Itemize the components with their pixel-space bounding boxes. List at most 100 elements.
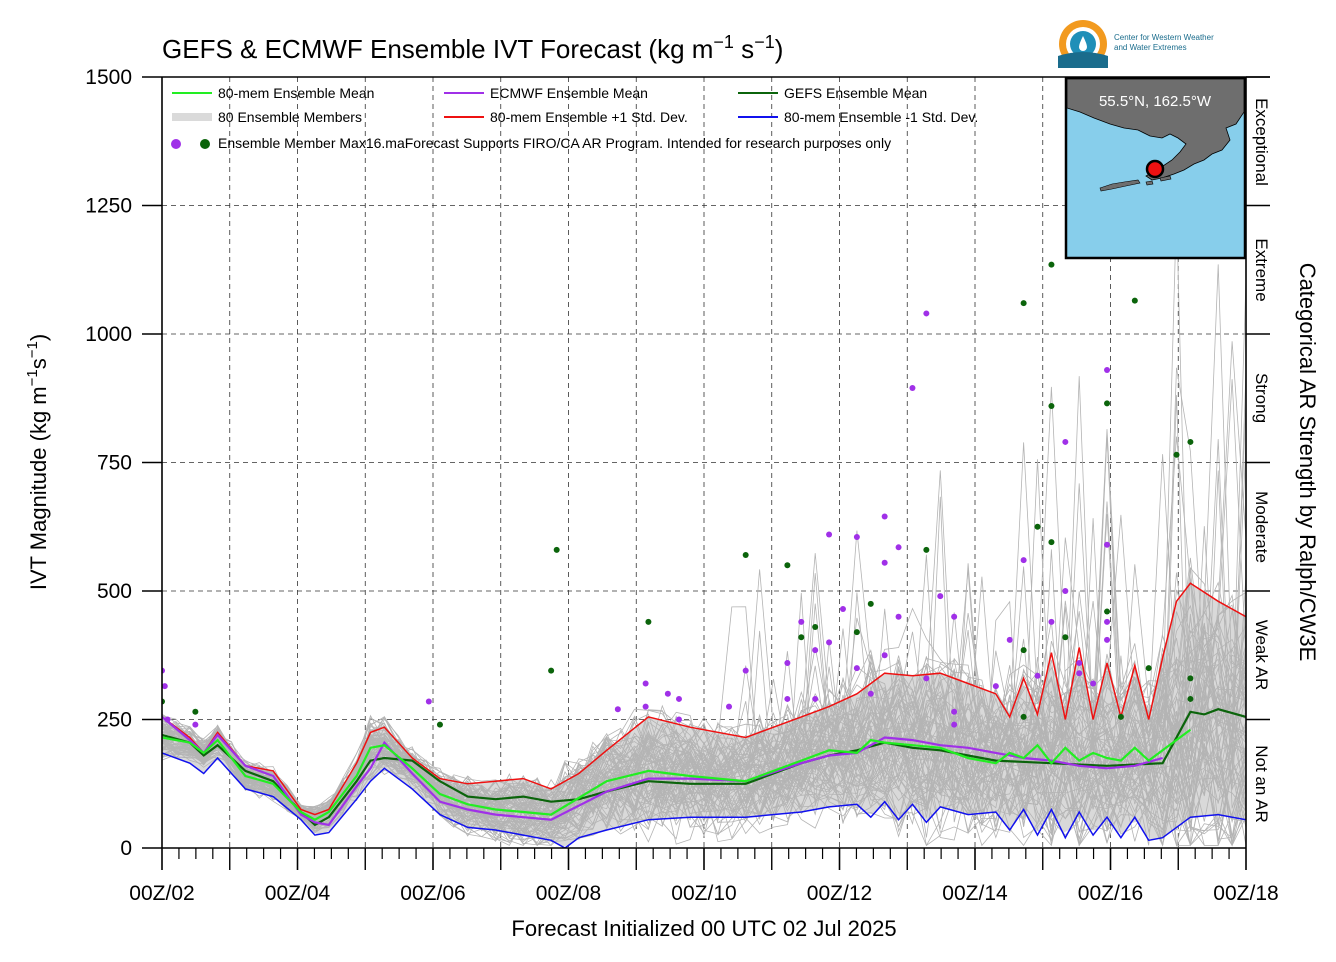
gefs-member-max-dot xyxy=(1187,675,1194,682)
location-marker xyxy=(1145,159,1165,179)
inset-island-chain xyxy=(1099,175,1172,192)
ecmwf-member-max-dot xyxy=(1048,618,1055,625)
ecmwf-member-max-dot xyxy=(895,613,902,620)
y-tick-label: 250 xyxy=(97,709,132,732)
y-axis-ticks: 0 250 500 750 1000 1250 1500 xyxy=(85,66,162,860)
ecmwf-member-max-dot xyxy=(812,695,819,702)
ecmwf-member-max-dot xyxy=(951,708,958,715)
legend-plus1: 80-mem Ensemble +1 Std. Dev. xyxy=(490,109,688,125)
ecmwf-member-max-dot xyxy=(881,652,888,659)
x-tick-label: 00Z/08 xyxy=(536,882,601,905)
ensemble-member-line xyxy=(162,625,1246,815)
series-line-mean80 xyxy=(162,728,1192,821)
gefs-member-max-dot xyxy=(1062,634,1069,641)
gefs-member-max-dot xyxy=(548,667,555,674)
member-max-dots xyxy=(162,261,1194,728)
category-exceptional: Exceptional xyxy=(1252,98,1271,186)
ecmwf-member-max-dot xyxy=(992,683,999,690)
gefs-member-max-dot xyxy=(923,546,930,553)
category-ticks xyxy=(1246,76,1270,721)
ensemble-member-line xyxy=(162,429,1246,812)
legend-swatch-members xyxy=(172,113,212,121)
ensemble-member-line xyxy=(162,569,1246,817)
ecmwf-member-max-dot xyxy=(826,639,833,646)
category-strong: Strong xyxy=(1252,373,1271,423)
ecmwf-member-max-dot xyxy=(867,690,874,697)
ecmwf-member-max-dot xyxy=(951,613,958,620)
legend-members: 80 Ensemble Members xyxy=(218,109,362,125)
ecmwf-member-max-dot xyxy=(853,665,860,672)
logo-text-line2: and Water Extremes xyxy=(1114,43,1187,52)
gefs-member-max-dot xyxy=(436,721,443,728)
series-line-minus1 xyxy=(162,752,1246,848)
gefs-member-max-dot xyxy=(1048,261,1055,268)
gefs-member-max-dot xyxy=(784,562,791,569)
ecmwf-member-max-dot xyxy=(909,384,916,391)
x-tick-label: 00Z/14 xyxy=(942,882,1008,905)
ecmwf-member-max-dot xyxy=(675,695,682,702)
y-tick-label: 750 xyxy=(97,452,132,475)
ecmwf-member-max-dot xyxy=(798,618,805,625)
x-tick-label: 00Z/16 xyxy=(1078,882,1143,905)
ensemble-member-line xyxy=(162,616,1246,814)
ecmwf-member-max-dot xyxy=(812,647,819,654)
ecmwf-member-max-dot xyxy=(839,605,846,612)
x-tick-label: 00Z/18 xyxy=(1213,882,1278,905)
gefs-member-max-dot xyxy=(812,623,819,630)
ecmwf-member-max-dot xyxy=(642,703,649,710)
legend-minus1: 80-mem Ensemble -1 Std. Dev. xyxy=(784,109,978,125)
x-tick-label: 00Z/04 xyxy=(265,882,331,905)
ecmwf-member-max-dot xyxy=(1104,618,1111,625)
ecmwf-member-max-dot xyxy=(1020,557,1027,564)
legend: 80-mem Ensemble Mean 80 Ensemble Members… xyxy=(171,85,978,151)
gefs-member-max-dot xyxy=(1104,400,1111,407)
series-lines xyxy=(162,582,1246,848)
y-tick-label: 0 xyxy=(120,837,132,860)
legend-gefs: GEFS Ensemble Mean xyxy=(784,85,927,101)
logo-text-line1: Center for Western Weather xyxy=(1114,33,1214,42)
gefs-member-max-dot xyxy=(1145,665,1152,672)
ecmwf-member-max-dot xyxy=(881,513,888,520)
gefs-member-max-dot xyxy=(1187,438,1194,445)
ecmwf-member-max-dot xyxy=(614,706,621,713)
ecmwf-member-max-dot xyxy=(164,716,171,723)
gefs-member-max-dot xyxy=(553,546,560,553)
gefs-member-max-dot xyxy=(1020,300,1027,307)
ecmwf-member-max-dot xyxy=(1006,636,1013,643)
ecmwf-member-max-dot xyxy=(1062,588,1069,594)
gefs-member-max-dot xyxy=(742,552,749,559)
ecmwf-member-max-dot xyxy=(1062,438,1069,445)
ecmwf-member-max-dot xyxy=(726,703,733,710)
legend-max: Ensemble Member Max16.maForecast Support… xyxy=(218,135,891,151)
gefs-member-max-dot xyxy=(1131,297,1138,304)
ecmwf-member-max-dot xyxy=(742,667,749,674)
category-not-an-ar: Not an AR xyxy=(1252,745,1271,823)
ecmwf-member-max-dot xyxy=(1090,680,1097,687)
legend-ecmwf-max-dot xyxy=(171,139,181,149)
x-axis-label: Forecast Initialized 00 UTC 02 Jul 2025 xyxy=(511,916,896,941)
y-axis-label: IVT Magnitude (kg m−1s−1) xyxy=(24,334,51,590)
series-line-plus1 xyxy=(162,582,1246,816)
y-tick-label: 500 xyxy=(97,580,132,603)
x-tick-label: 00Z/02 xyxy=(129,882,194,905)
ecmwf-member-max-dot xyxy=(881,559,888,566)
gefs-member-max-dot xyxy=(1187,695,1194,702)
ecmwf-member-max-dot xyxy=(826,531,833,538)
ecmwf-member-max-dot xyxy=(895,544,902,551)
ecmwf-member-max-dot xyxy=(425,698,432,705)
right-axis-label: Categorical AR Strength by Ralph/CW3E xyxy=(1295,263,1320,662)
gefs-member-max-dot xyxy=(1020,647,1027,654)
ecmwf-member-max-dot xyxy=(162,683,168,690)
ensemble-member-line xyxy=(162,644,1246,822)
legend-gefs-max-dot xyxy=(200,139,210,149)
ecmwf-member-max-dot xyxy=(1104,366,1111,373)
ecmwf-member-max-dot xyxy=(784,659,791,666)
gefs-member-max-dot xyxy=(1020,713,1027,720)
category-weak-ar: Weak AR xyxy=(1252,620,1271,691)
gefs-member-max-dot xyxy=(1034,523,1041,530)
x-tick-label: 00Z/10 xyxy=(671,882,736,905)
ecmwf-member-max-dot xyxy=(951,721,958,728)
ecmwf-member-max-dot xyxy=(1076,659,1083,666)
gefs-member-max-dot xyxy=(1117,713,1124,720)
